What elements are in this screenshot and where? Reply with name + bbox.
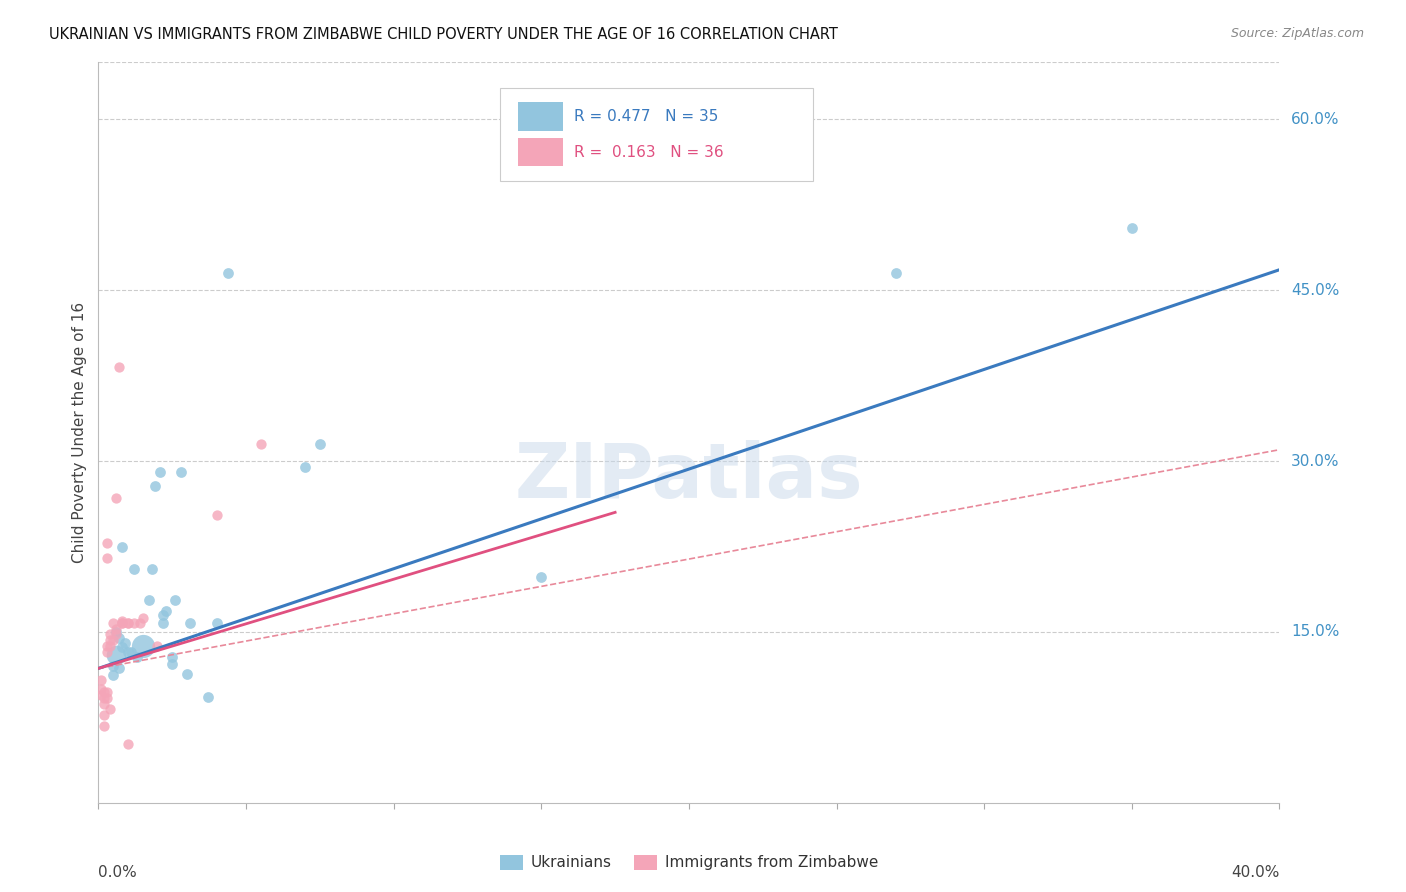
Point [143, 479, 166, 493]
Point [111, 614, 134, 628]
Point [96, 691, 118, 706]
Point [96, 536, 118, 550]
Point [105, 648, 128, 662]
Point [176, 667, 198, 681]
Text: 40.0%: 40.0% [1232, 865, 1279, 880]
Point [117, 737, 139, 751]
Point [132, 639, 155, 653]
Point [93, 719, 115, 733]
Point [105, 627, 128, 641]
Point [309, 437, 332, 451]
Text: 30.0%: 30.0% [1291, 454, 1340, 468]
Point [128, 615, 150, 630]
Text: R = 0.477   N = 35: R = 0.477 N = 35 [575, 109, 718, 124]
Point [1121, 220, 1143, 235]
Point [122, 615, 145, 630]
Point [141, 562, 163, 576]
Point [132, 611, 155, 625]
Point [93, 697, 115, 711]
Point [108, 631, 131, 645]
Point [103, 668, 125, 682]
Point [117, 615, 139, 630]
Point [152, 607, 174, 622]
Point [98, 632, 121, 647]
Text: R =  0.163   N = 36: R = 0.163 N = 36 [575, 145, 724, 160]
Point [205, 508, 228, 522]
Point [197, 690, 219, 704]
Point [111, 615, 134, 630]
Point [108, 661, 131, 675]
Text: 45.0%: 45.0% [1291, 283, 1340, 298]
Point [122, 562, 145, 576]
Point [105, 624, 128, 639]
Text: 0.0%: 0.0% [98, 865, 138, 880]
Point [90, 688, 112, 702]
Bar [517, 138, 562, 166]
Point [103, 632, 125, 647]
Point [217, 266, 239, 280]
FancyBboxPatch shape [501, 88, 813, 181]
Point [149, 466, 172, 480]
Point [530, 570, 553, 584]
Point [98, 627, 121, 641]
Point [294, 459, 316, 474]
Point [165, 593, 187, 607]
Point [117, 645, 139, 659]
Text: ZIPatlas: ZIPatlas [515, 440, 863, 514]
Point [93, 708, 115, 723]
Point [179, 615, 201, 630]
Point [96, 685, 118, 699]
Point [105, 622, 128, 636]
Point [111, 640, 134, 654]
Point [146, 639, 169, 653]
Point [120, 645, 142, 659]
Text: 60.0%: 60.0% [1291, 112, 1340, 127]
Text: 15.0%: 15.0% [1291, 624, 1340, 640]
Point [108, 359, 131, 374]
Point [152, 615, 174, 630]
Point [111, 540, 134, 554]
Point [114, 636, 136, 650]
Point [884, 266, 907, 280]
Point [103, 615, 125, 630]
Point [93, 691, 115, 706]
Point [111, 615, 134, 630]
Point [125, 650, 148, 665]
Text: Source: ZipAtlas.com: Source: ZipAtlas.com [1230, 27, 1364, 40]
Point [96, 645, 118, 659]
Point [93, 685, 115, 699]
Point [90, 681, 112, 696]
Point [170, 466, 193, 480]
Point [162, 657, 183, 671]
Point [205, 615, 228, 630]
Point [98, 702, 121, 716]
Point [155, 604, 177, 618]
Point [103, 659, 125, 673]
Point [250, 437, 273, 451]
Point [105, 491, 128, 505]
Point [98, 639, 121, 653]
Text: UKRAINIAN VS IMMIGRANTS FROM ZIMBABWE CHILD POVERTY UNDER THE AGE OF 16 CORRELAT: UKRAINIAN VS IMMIGRANTS FROM ZIMBABWE CH… [49, 27, 838, 42]
Point [90, 673, 112, 687]
Point [162, 650, 183, 665]
Legend: Ukrainians, Immigrants from Zimbabwe: Ukrainians, Immigrants from Zimbabwe [494, 848, 884, 877]
Point [117, 615, 139, 630]
Point [138, 593, 160, 607]
Y-axis label: Child Poverty Under the Age of 16: Child Poverty Under the Age of 16 [72, 302, 87, 563]
Point [96, 550, 118, 565]
Bar [517, 103, 562, 130]
Point [96, 639, 118, 653]
